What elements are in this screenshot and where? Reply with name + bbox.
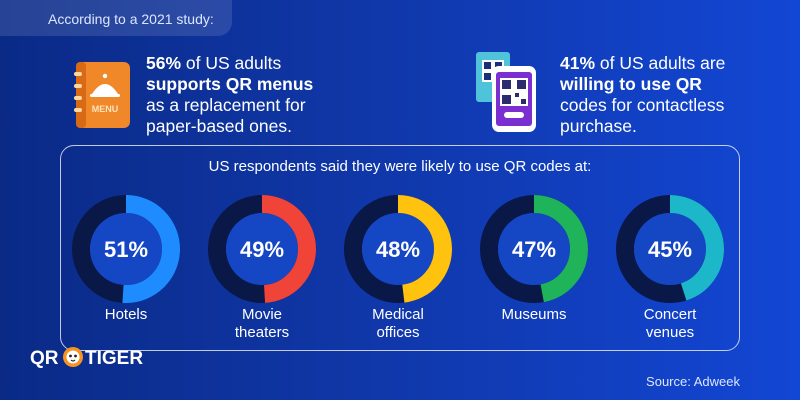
donut-slice bbox=[208, 195, 316, 303]
donut-museums: 47% Museums bbox=[479, 194, 589, 323]
logo-text: QR bbox=[30, 348, 59, 368]
stat-highlight: supports QR menus bbox=[146, 74, 314, 94]
donut-category-label: Movie theaters bbox=[234, 306, 290, 341]
donut-center bbox=[226, 213, 298, 285]
venues-panel: US respondents said they were likely to … bbox=[60, 145, 740, 351]
stat-text: codes for contactless purchase. bbox=[560, 95, 725, 136]
donut-slice bbox=[344, 195, 452, 303]
donut-center bbox=[362, 213, 434, 285]
donut-svg: 51% bbox=[72, 195, 180, 303]
donut-concert-venues: 45% Concert venues bbox=[615, 194, 725, 341]
menu-book-icon: MENU bbox=[74, 62, 130, 128]
stat-value: 41% bbox=[560, 53, 596, 73]
menu-icon-text: MENU bbox=[92, 104, 119, 114]
donut-slice bbox=[616, 195, 724, 303]
donut-svg: 49% bbox=[208, 195, 316, 303]
donut-slice bbox=[480, 195, 588, 303]
donut-value-label: 47% bbox=[512, 237, 556, 262]
donut-svg: 45% bbox=[616, 195, 724, 303]
donut-category-label: Medical offices bbox=[372, 306, 424, 341]
donut-movie-theaters: 49% Movie theaters bbox=[207, 194, 317, 341]
qr-tiger-logo: QR TIGER bbox=[30, 347, 143, 368]
phone-qr-icon bbox=[476, 52, 536, 132]
donut-slice bbox=[72, 195, 180, 303]
stat-text: as a replacement for paper-based ones. bbox=[146, 95, 306, 136]
source-note: Source: Adweek bbox=[646, 374, 740, 389]
donut-medical-offices: 48% Medical offices bbox=[343, 194, 453, 341]
donut-value-label: 49% bbox=[240, 237, 284, 262]
donut-value-label: 45% bbox=[648, 237, 692, 262]
donut-category-label: Museums bbox=[501, 306, 567, 323]
donut-svg: 47% bbox=[480, 195, 588, 303]
stat-text: of US adults are bbox=[595, 53, 726, 73]
stat-text: of US adults bbox=[181, 53, 282, 73]
study-note: According to a 2021 study: bbox=[0, 0, 232, 36]
logo-text: TIGER bbox=[85, 348, 143, 368]
donut-center bbox=[634, 213, 706, 285]
donut-category-label: Concert venues bbox=[643, 306, 697, 341]
donut-value-label: 51% bbox=[104, 237, 148, 262]
donut-svg: 48% bbox=[344, 195, 452, 303]
donut-category-label: Hotels bbox=[104, 306, 148, 323]
stat-value: 56% bbox=[146, 53, 182, 73]
stat-qr-menus: 56% of US adults supports QR menus as a … bbox=[146, 53, 356, 137]
donut-center bbox=[498, 213, 570, 285]
donut-hotels: 51% Hotels bbox=[71, 194, 181, 323]
donut-value-label: 48% bbox=[376, 237, 420, 262]
stat-highlight: willing to use QR bbox=[560, 74, 702, 94]
stat-contactless: 41% of US adults are willing to use QR c… bbox=[560, 53, 760, 137]
panel-title: US respondents said they were likely to … bbox=[208, 158, 592, 175]
donut-center bbox=[90, 213, 162, 285]
